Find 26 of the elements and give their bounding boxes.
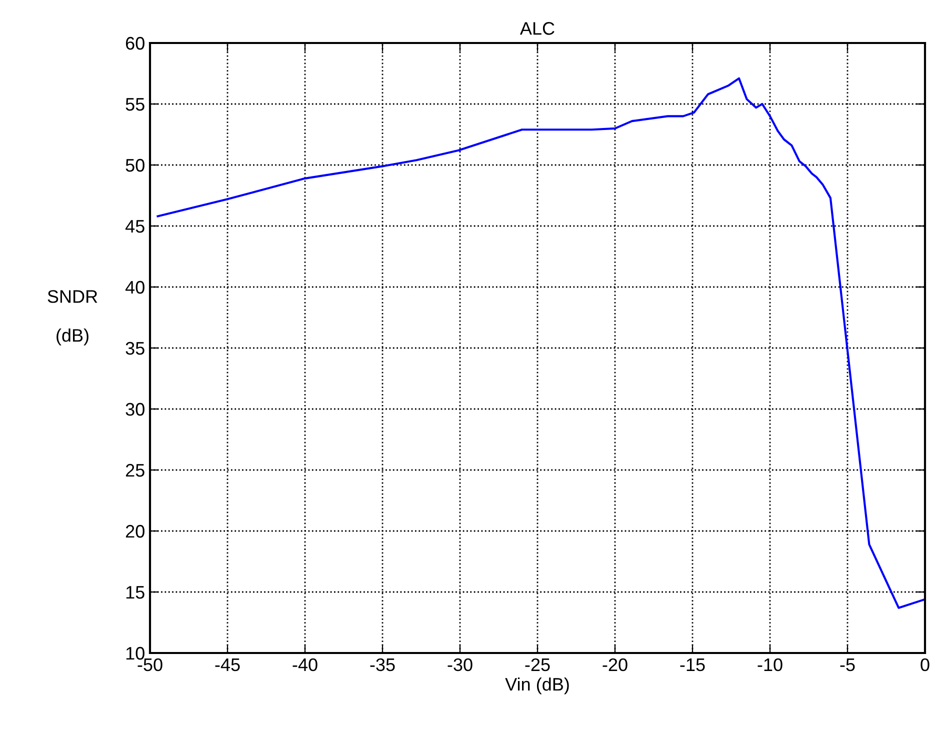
x-tick-label: -5	[840, 658, 855, 672]
y-tick-label: 40	[125, 280, 144, 294]
x-tick-label: -35	[370, 658, 395, 672]
y-tick-label: 50	[126, 158, 144, 172]
line-series	[156, 77, 925, 609]
y-tick-label: 30	[126, 402, 144, 416]
x-tick-label: -10	[758, 658, 782, 672]
y-tick-label: 45	[125, 220, 144, 233]
y-tick-label: 35	[126, 342, 144, 355]
x-tick-label: -20	[602, 658, 628, 672]
x-tick-label: -45	[215, 658, 240, 672]
x-tick-label: -15	[680, 658, 705, 672]
x-axis-title: Vin (dB)	[505, 677, 569, 694]
y-tick-label: 10	[126, 646, 144, 660]
y-tick-label: 55	[126, 98, 144, 111]
x-tick-label: -40	[292, 658, 318, 672]
text: SNDR (dB)	[48, 290, 98, 346]
y-tick-label: 60	[126, 36, 144, 50]
y-tick-label: 25	[126, 464, 144, 477]
x-tick-label: -50	[138, 658, 162, 672]
x-tick-label: 0	[920, 658, 930, 672]
x-tick-label: -30	[448, 658, 472, 672]
y-tick-label: 15	[126, 586, 144, 599]
chart-title: ALC	[520, 22, 554, 35]
x-tick-label: -25	[525, 658, 550, 672]
y-tick-label: 20	[126, 524, 144, 538]
